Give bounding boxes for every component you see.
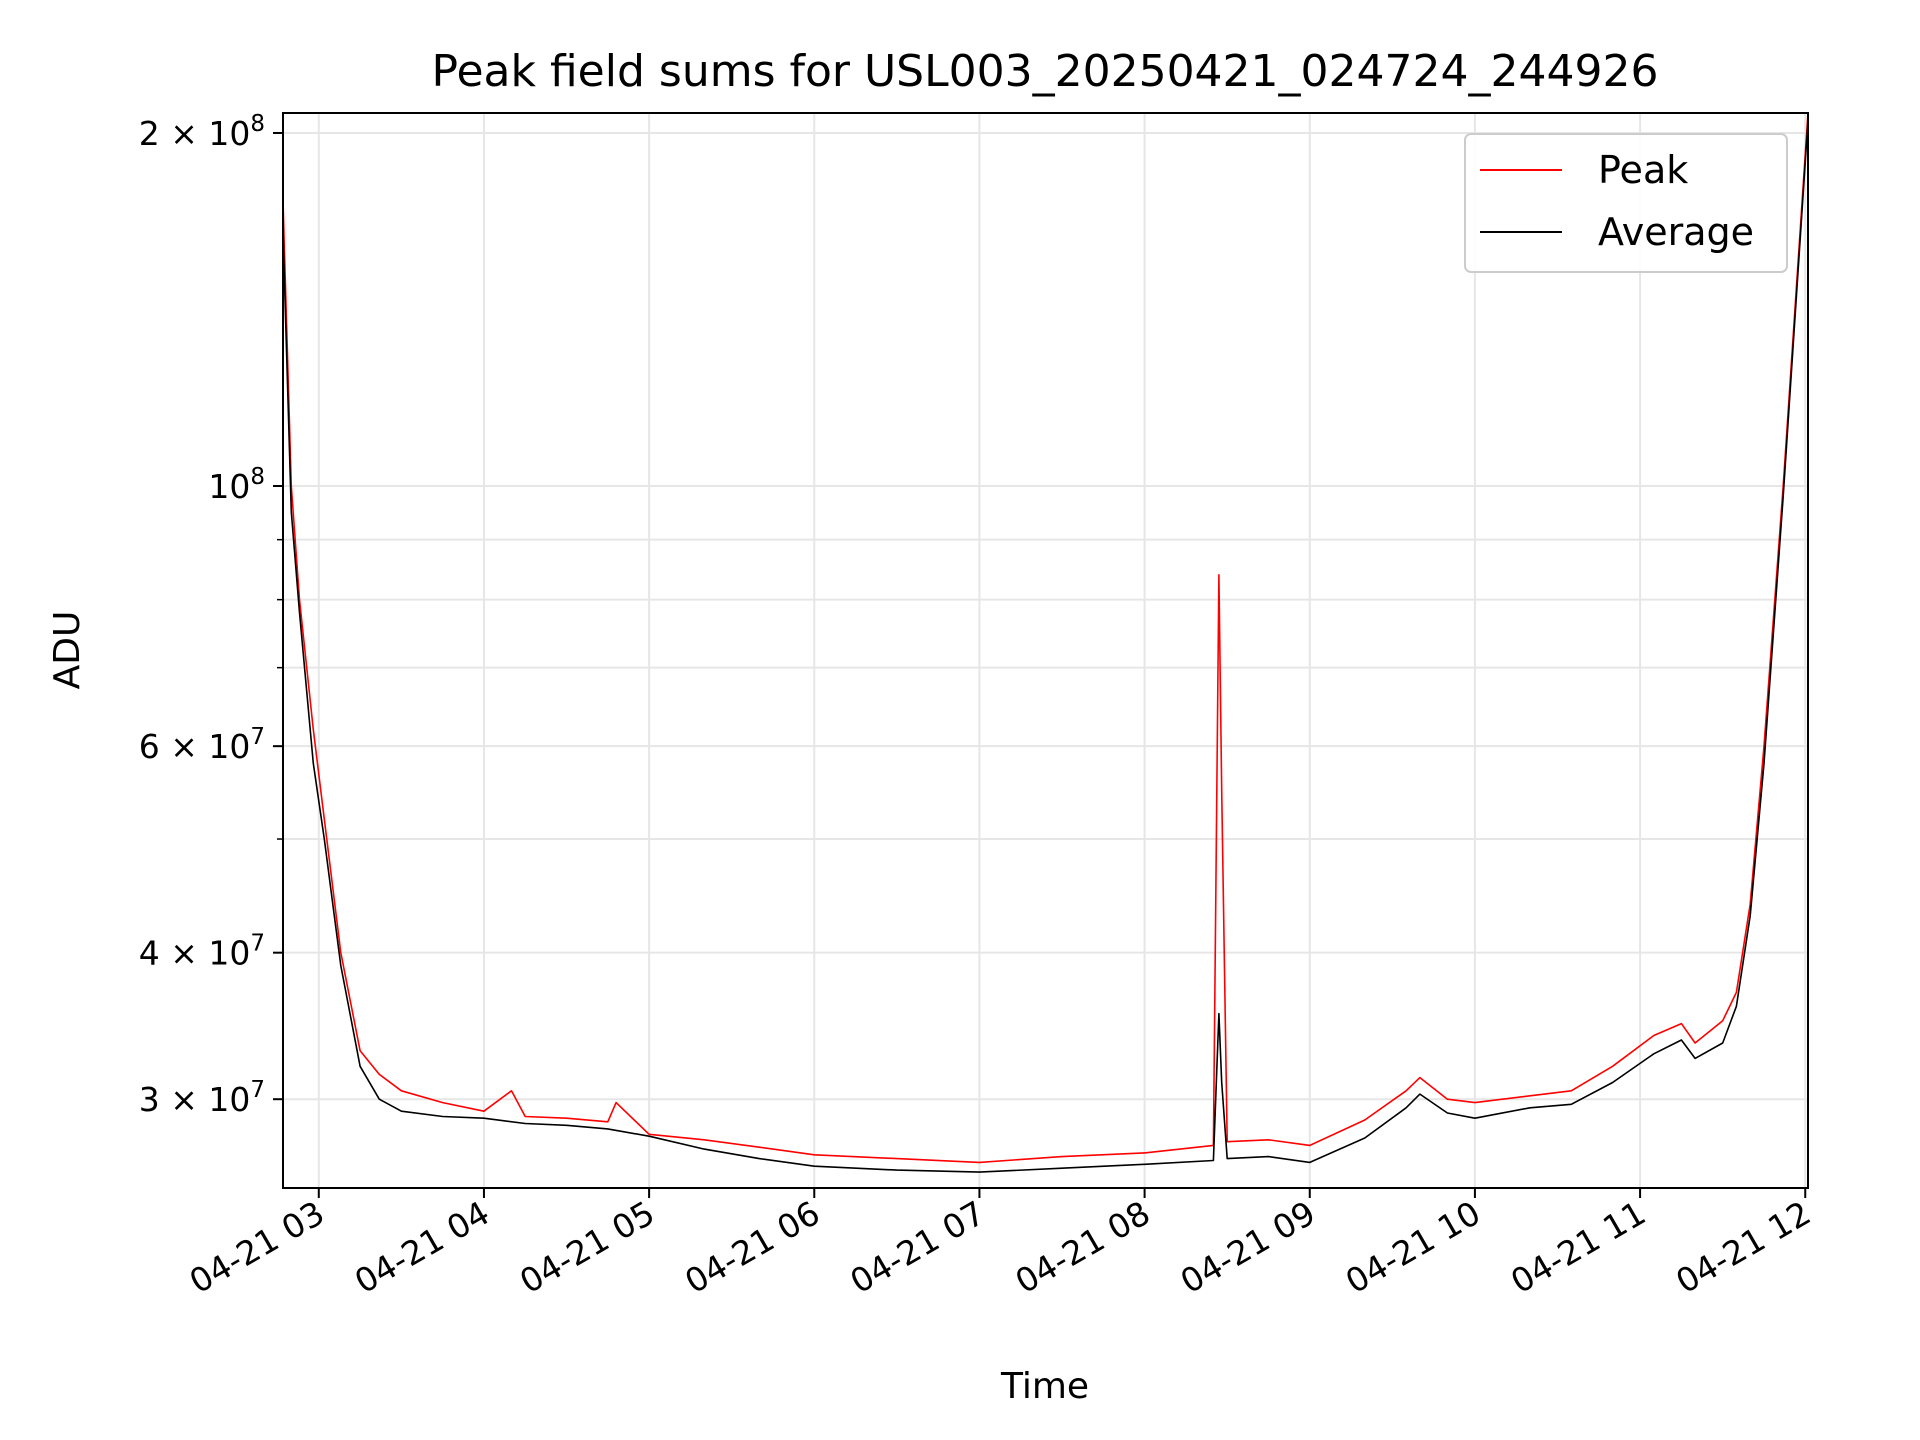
y-tick-label: 2 × 108 — [139, 111, 265, 153]
series-layer — [282, 112, 1809, 1173]
plot-frame — [282, 112, 1809, 1189]
legend-average-label: Average — [1598, 210, 1754, 254]
legend: Peak Average — [1464, 133, 1788, 273]
y-tick-label: 4 × 107 — [139, 931, 265, 973]
x-axis-label: Time — [1000, 1366, 1089, 1407]
y-tick-label: 3 × 107 — [139, 1077, 265, 1119]
grid — [283, 113, 1808, 1188]
y-axis-label: ADU — [47, 611, 88, 690]
legend-peak-label: Peak — [1598, 148, 1688, 192]
legend-box — [1464, 133, 1788, 273]
y-tick-label: 6 × 107 — [139, 724, 265, 766]
series-line-peak — [282, 112, 1809, 1164]
series-line-average — [282, 120, 1809, 1173]
chart-title: Peak field sums for USL003_20250421_0247… — [432, 46, 1659, 97]
